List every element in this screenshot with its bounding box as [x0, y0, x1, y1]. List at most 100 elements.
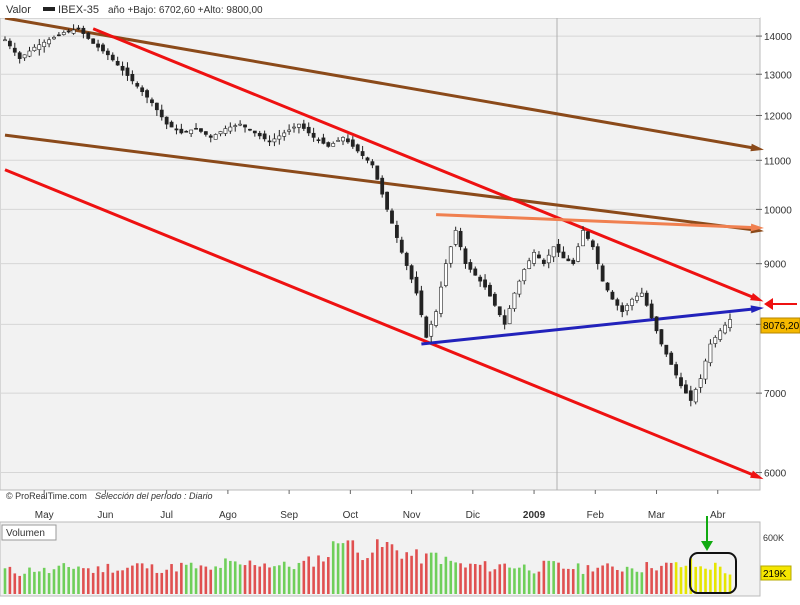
candle-body — [365, 157, 370, 161]
h-grid — [0, 35, 760, 474]
volume-bar — [385, 542, 389, 594]
volume-bar — [371, 552, 374, 594]
volume-bar — [586, 565, 590, 594]
volume-bar — [346, 540, 350, 594]
volume-bar — [160, 572, 164, 594]
volume-bar — [684, 565, 688, 594]
volume-bar — [513, 568, 516, 594]
volume-bar — [439, 564, 443, 594]
y-axis: 6000 7000 9000 10000 11000 12000 13000 14000 — [756, 32, 792, 480]
volume-bar — [184, 564, 188, 594]
volume-bar — [390, 544, 394, 594]
x-tick-label: Oct — [343, 510, 359, 521]
volume-bar — [454, 562, 457, 594]
volume-bar — [282, 561, 286, 594]
candle-body — [267, 140, 272, 143]
volume-bar — [630, 568, 634, 594]
candle-body — [223, 128, 228, 134]
candle-body — [282, 132, 287, 137]
volume-bar — [620, 571, 624, 594]
candle-body — [625, 305, 630, 312]
volume-bar — [571, 569, 575, 594]
trend-line-arrowhead — [750, 305, 764, 314]
volume-bar — [665, 562, 668, 594]
volume-bar — [229, 560, 232, 594]
volume-bar — [189, 562, 193, 594]
source-label: © ProRealTime.com — [6, 491, 87, 501]
candle-body — [605, 282, 610, 291]
candle-body — [679, 377, 683, 387]
candle-body — [76, 27, 81, 30]
candle-body — [502, 315, 507, 325]
volume-bar — [126, 567, 129, 594]
last-value-box — [760, 317, 800, 334]
candle-body — [311, 132, 316, 138]
volume-bar — [233, 561, 237, 594]
candle-body — [478, 276, 483, 282]
y-tick-label: 13000 — [764, 70, 792, 81]
volume-bar — [57, 565, 61, 594]
candle-body — [252, 130, 257, 134]
volume-bar — [679, 567, 683, 594]
candle-body — [713, 337, 718, 344]
volume-bar — [650, 568, 653, 594]
candle-body — [120, 65, 125, 71]
x-tick-label: Sep — [280, 510, 298, 521]
volume-bar — [547, 560, 551, 594]
candle-body — [571, 259, 576, 264]
volume-bar — [42, 567, 46, 594]
volume-bar — [488, 571, 492, 594]
candle-body — [703, 360, 708, 380]
candle-body — [277, 135, 282, 140]
candle-body — [507, 308, 512, 325]
volume-bar — [302, 560, 306, 594]
candle-body — [336, 140, 341, 142]
candle-body — [248, 128, 252, 131]
volume-bar — [415, 549, 418, 594]
volume-bar — [224, 558, 227, 594]
candle-body — [693, 389, 698, 403]
candle-body — [453, 230, 458, 245]
volume-bar — [278, 565, 281, 594]
volume-bar — [219, 567, 222, 594]
candle-body — [218, 131, 223, 135]
candle-body — [355, 144, 360, 152]
volume-bar — [331, 541, 335, 594]
candle-body — [37, 44, 42, 50]
candle-body — [32, 46, 37, 51]
candle-body — [42, 41, 47, 47]
volume-bar — [258, 566, 262, 594]
valor-label: Valor — [6, 4, 31, 16]
candle-body — [546, 254, 551, 264]
volume-bar — [694, 566, 698, 594]
volume-bar — [645, 562, 649, 594]
volume-bar — [400, 558, 404, 594]
volume-bar — [317, 555, 320, 594]
volume-bar — [248, 560, 252, 594]
candle-body — [228, 126, 233, 132]
candle-body — [483, 279, 487, 288]
volume-bar — [253, 565, 257, 594]
volume-bar — [62, 563, 66, 594]
volume-bar — [655, 570, 658, 594]
volume-bar — [405, 552, 408, 594]
volume-bar — [77, 566, 80, 594]
volume-bar — [131, 565, 134, 594]
price-candles[interactable] — [3, 24, 732, 407]
volume-bar — [361, 560, 364, 594]
volume-bar — [214, 566, 217, 594]
candle-body — [581, 230, 585, 247]
candle-body — [429, 324, 434, 337]
candle-body — [630, 298, 634, 306]
volume-bar — [567, 568, 570, 594]
candle-body — [537, 254, 541, 259]
volume-bar — [601, 565, 604, 594]
volume-bar — [307, 556, 311, 594]
volume-bar — [204, 566, 208, 594]
volume-bar — [155, 572, 159, 594]
volume-bar — [420, 563, 423, 594]
y-tick-label: 12000 — [764, 111, 792, 122]
volume-bar — [557, 562, 560, 594]
volume-bar — [640, 572, 644, 594]
